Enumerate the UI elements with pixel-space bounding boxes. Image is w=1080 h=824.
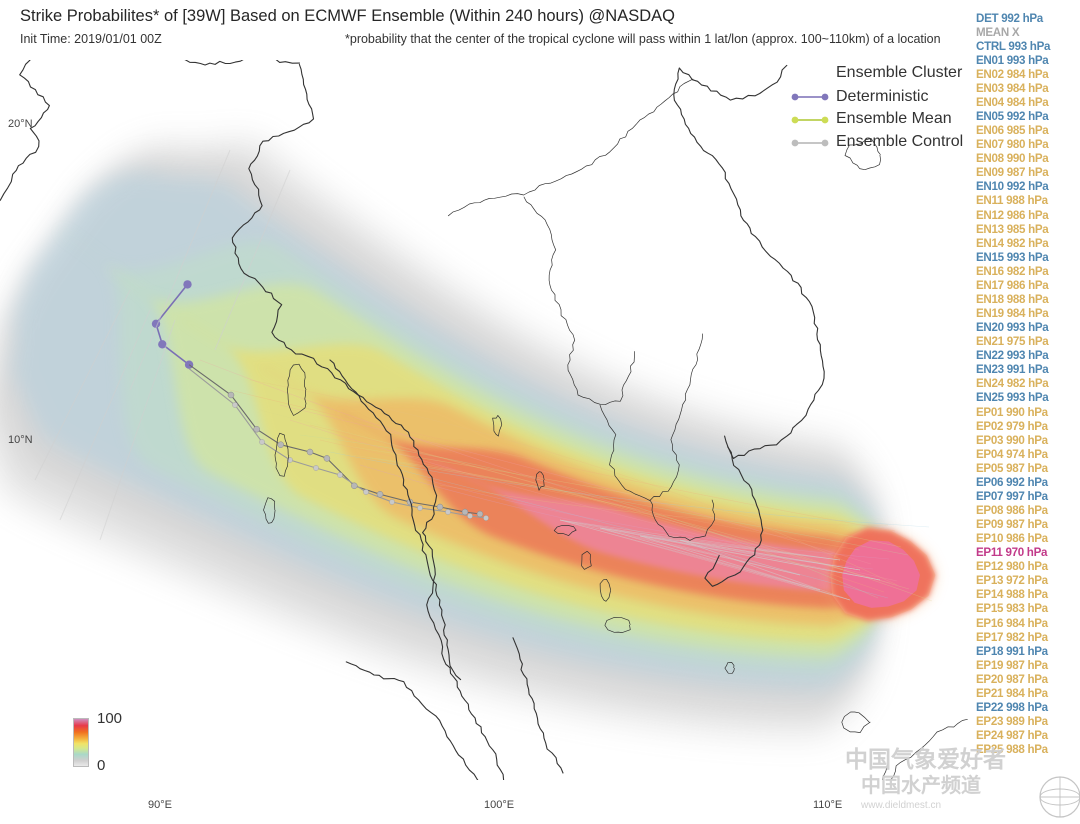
svg-text:www.dieldmest.cn: www.dieldmest.cn	[860, 800, 941, 811]
svg-text:中国水产频道: 中国水产频道	[861, 773, 981, 797]
svg-text:中国气象爱好者: 中国气象爱好者	[845, 746, 1006, 772]
